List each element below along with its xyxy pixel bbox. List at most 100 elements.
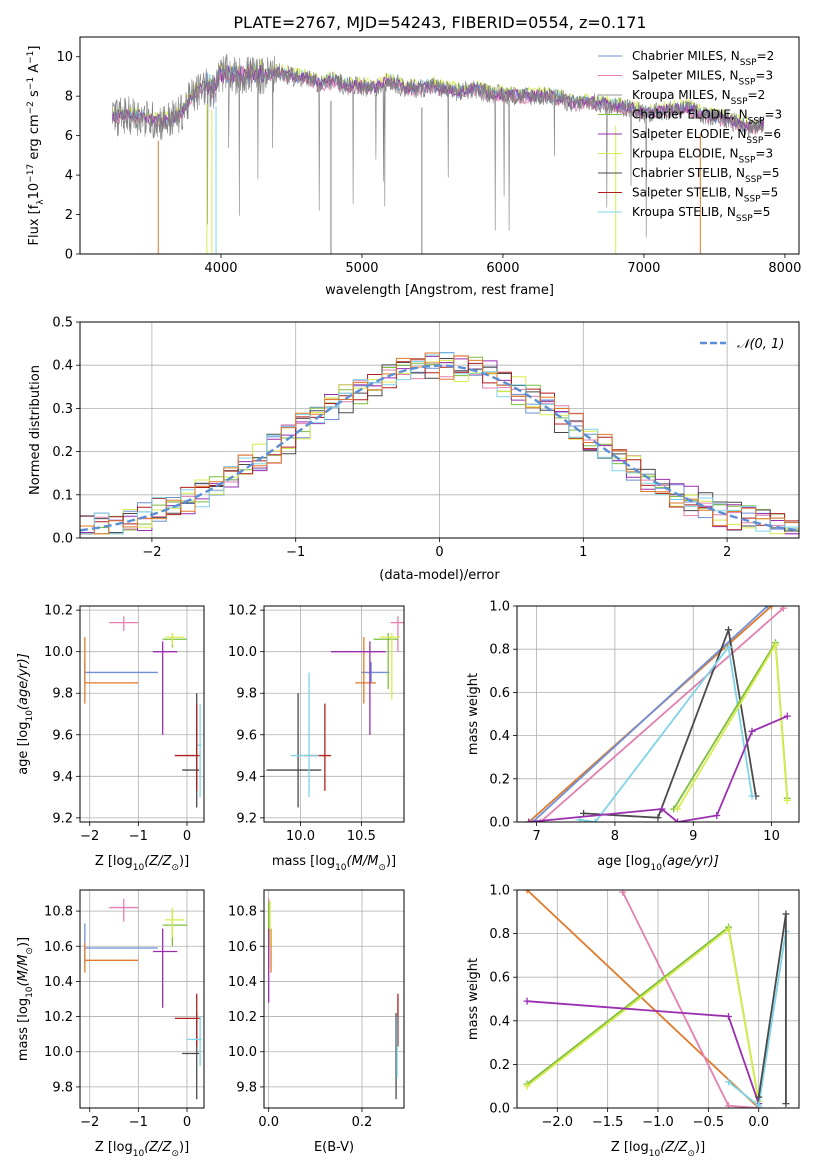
x-axis-label-part: )]	[179, 854, 189, 869]
x-axis-label-part: ⊙	[171, 1149, 179, 1159]
x-tick-label: 10.5	[347, 829, 376, 844]
x-axis-label-part: 10	[335, 863, 347, 873]
data-spectrum-line	[112, 53, 765, 238]
legend-label-part: =3	[764, 108, 782, 122]
axes-frame	[263, 605, 405, 823]
x-tick-label: 0	[183, 1115, 191, 1130]
legend-label-part: =5	[753, 205, 771, 219]
legend-label-part: SSP	[745, 175, 762, 185]
legend-label-part: Kroupa MILES, N	[632, 88, 731, 102]
mass-weight-line	[757, 913, 787, 1104]
y-tick-label: 10.8	[44, 905, 73, 920]
plot-area-spectrum	[112, 53, 765, 254]
y-axis-label-part: −1	[26, 51, 36, 64]
ticks-age_vs_Z: −2 −1 0 9.2 9.4 9.6 9.8 10.0 10.2	[44, 604, 191, 844]
y-tick-label: 0.0	[489, 1102, 510, 1117]
y-tick-label: 10.8	[228, 905, 257, 920]
x-tick-label: −1	[286, 545, 305, 560]
y-axis-label: mass [log10(M/M⊙)]	[16, 937, 35, 1061]
y-tick-label: 0.1	[52, 488, 73, 503]
y-tick-label: 10	[56, 50, 73, 65]
legend-label-part: Chabrier ELODIE, N	[632, 108, 748, 122]
legend-label: 𝒩(0, 1)	[737, 337, 784, 352]
legend-label: Chabrier MILES, NSSP=2	[632, 49, 774, 68]
ticks-massweight_vs_age: 7 8 9 10 0.0 0.2 0.4 0.6 0.8 1.0	[489, 600, 780, 845]
legend-label-part: Salpeter MILES, N	[632, 69, 739, 83]
grid-mass_vs_Z	[80, 890, 204, 1108]
x-tick-label: 8	[611, 829, 619, 844]
y-axis-label-part: (M/M	[16, 955, 31, 987]
x-tick-label: 0	[435, 545, 443, 560]
x-tick-label: −1.5	[592, 1115, 624, 1130]
y-tick-label: 0.0	[489, 816, 510, 831]
x-tick-label: −1	[129, 829, 148, 844]
x-axis-label-part: ⊙	[171, 863, 179, 873]
x-tick-label: 4000	[204, 261, 237, 276]
y-tick-label: 9.6	[52, 728, 73, 743]
legend-label-part: SSP	[739, 78, 756, 88]
x-axis-label-part: )]	[386, 854, 396, 869]
legend-label: Kroupa STELIB, NSSP=5	[632, 205, 770, 224]
y-tick-label: 0.8	[489, 927, 510, 942]
y-axis-label: age [log10(age/yr)]	[16, 653, 35, 775]
mass-weight-line	[526, 890, 760, 1108]
x-tick-label: 10	[763, 829, 780, 844]
x-tick-label: 5000	[345, 261, 378, 276]
legend-label: Salpeter STELIB, NSSP=5	[632, 186, 778, 205]
x-tick-label: 1	[579, 545, 587, 560]
panel-mass_vs_ebv: 0.0 0.2 9.8 10.0 10.2 10.4 10.6 10.8 E(B-V)	[228, 889, 405, 1155]
x-axis-label-part: 10	[133, 1149, 145, 1159]
x-tick-label: 7000	[627, 261, 660, 276]
y-tick-label: 9.4	[236, 770, 257, 785]
y-tick-label: 4	[65, 169, 73, 184]
x-tick-label: 2	[723, 545, 731, 560]
mass-weight-line	[539, 607, 784, 822]
y-tick-label: 0.2	[489, 1058, 510, 1073]
x-tick-label: 10.0	[286, 829, 315, 844]
legend-label-part: =5	[761, 186, 779, 200]
x-axis-label-part: ⊙	[378, 863, 386, 873]
x-axis-label-part: 10	[650, 863, 662, 873]
legend-label-part: SSP	[739, 156, 756, 166]
x-tick-label: 7	[532, 829, 540, 844]
x-tick-label: −2.0	[541, 1115, 573, 1130]
legend-label: Kroupa ELODIE, NSSP=3	[632, 147, 773, 166]
ticks-age_vs_mass: 10.0 10.5 9.2 9.4 9.6 9.8 10.0 10.2	[228, 604, 376, 844]
legend-label-part: Kroupa STELIB, N	[632, 205, 736, 219]
plot-area-age_vs_mass	[266, 616, 404, 808]
legend-label: Chabrier STELIB, NSSP=5	[632, 166, 780, 185]
x-axis-label-part: 10	[133, 863, 145, 873]
mass-weight-line	[532, 606, 769, 822]
mass-weight-line	[528, 715, 788, 822]
y-tick-label: 8	[65, 90, 73, 105]
x-axis-label-part: Z [log	[95, 1140, 133, 1155]
y-axis-label: Normed distribution	[28, 365, 43, 495]
x-tick-label: −0.5	[693, 1115, 725, 1130]
y-axis-label-part: age [log	[16, 722, 31, 775]
x-tick-label: −2	[80, 1115, 99, 1130]
x-axis-label-part: (Z/Z	[660, 1140, 688, 1155]
y-axis-label-part: s	[27, 90, 42, 101]
legend-label-part: =6	[763, 127, 781, 141]
panel-age_vs_Z: −2 −1 09.29.49.69.810.010.2Z [log10(Z/Z⊙)]…	[16, 604, 205, 873]
y-tick-label: 10.2	[228, 604, 257, 619]
mass-weight-line	[579, 644, 753, 822]
ticks-mass_vs_Z: −2 −1 0 9.8 10.0 10.2 10.4 10.6 10.8	[44, 905, 191, 1130]
ticks-spectrum: 4000 5000 6000 7000 8000 0 2 4 6 8 10	[56, 50, 801, 276]
x-axis-label: Z [log10(Z/Z⊙)]	[611, 1140, 705, 1159]
ticks-mass_vs_ebv: 0.0 0.2 9.8 10.0 10.2 10.4 10.6 10.8	[228, 905, 372, 1130]
y-tick-label: 10.2	[228, 1010, 257, 1025]
y-axis-label-part: )]	[16, 937, 31, 947]
y-axis-label: mass weight	[466, 958, 481, 1040]
y-tick-label: 10.6	[44, 940, 73, 955]
y-tick-label: 1.0	[489, 884, 510, 899]
x-axis-label-part: )]	[179, 1140, 189, 1155]
plot-area-massweight_vs_Z	[523, 890, 790, 1108]
axes-frame	[516, 889, 800, 1109]
x-tick-label: 0.2	[352, 1115, 373, 1130]
y-tick-label: 10.2	[44, 1010, 73, 1025]
x-axis-label: E(B-V)	[314, 1140, 354, 1155]
y-tick-label: 9.2	[52, 811, 73, 826]
panel-massweight_vs_Z: −2.0 −1.5 −1.0 −0.5 0.0 0.0 0.2 0.4 0.6 0.8 1.0 Z […	[466, 884, 800, 1159]
